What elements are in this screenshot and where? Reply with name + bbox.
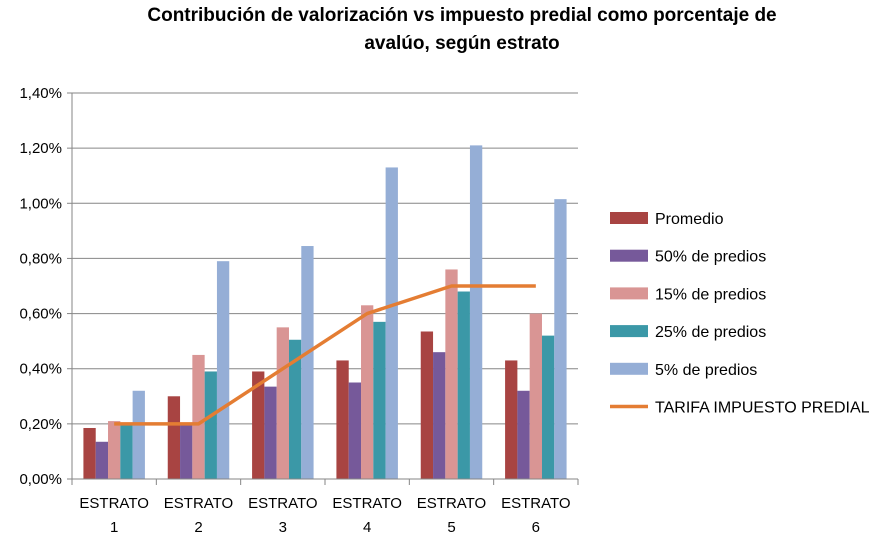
tariff-line-layer [114, 284, 536, 426]
bar [420, 331, 434, 479]
gridlines [72, 92, 578, 425]
bars [83, 145, 567, 479]
legend-swatch [610, 362, 648, 375]
bar [445, 269, 458, 479]
legend-label: 50% de predios [655, 249, 766, 266]
legend-swatch [610, 249, 648, 262]
x-tick-label: 1 [110, 519, 118, 536]
bar [216, 261, 230, 479]
legend: Promedio 50% de predios 15% de predios 25% … [610, 211, 870, 417]
bar [361, 305, 374, 479]
y-tick-label: 0,80% [19, 250, 62, 267]
y-tick-label: 1,00% [19, 195, 62, 212]
bar [433, 352, 446, 479]
x-tick-label: 6 [532, 519, 540, 536]
x-tick-label: ESTRATO [79, 495, 148, 512]
chart-title-line-1: Contribución de valorización vs impuesto… [147, 5, 776, 26]
x-tick-label: ESTRATO [332, 495, 401, 512]
x-tick-label: ESTRATO [501, 495, 570, 512]
legend-swatch [610, 212, 648, 224]
chart-title-line-2: avalúo, según estrato [364, 33, 559, 54]
bar [517, 390, 530, 479]
bar [264, 386, 277, 479]
legend-label: 5% de predios [655, 362, 757, 379]
bar [120, 423, 133, 479]
x-tick-label: 4 [363, 519, 371, 536]
bar [373, 321, 386, 479]
y-tick-label: 0,20% [19, 416, 62, 433]
bar [167, 396, 181, 479]
x-tick-label: 3 [279, 519, 287, 536]
y-tick-label: 1,20% [19, 140, 62, 157]
x-tick-label: 5 [447, 519, 455, 536]
x-axis-ticks: ESTRATO 1 ESTRATO 2 ESTRATO 3 ESTRATO 4 ESTRATO 5… [71, 479, 579, 536]
bar [276, 327, 289, 479]
y-tick-label: 1,40% [19, 85, 62, 102]
bar [554, 199, 567, 479]
legend-swatch [610, 287, 648, 300]
bar [457, 291, 470, 479]
bar [541, 335, 555, 479]
tariff-line [114, 284, 536, 426]
bar [336, 360, 349, 479]
bar [180, 423, 193, 479]
bar [132, 390, 145, 479]
bar [252, 371, 265, 479]
bar [505, 360, 518, 479]
legend-swatch [610, 325, 648, 338]
legend-label: Promedio [655, 211, 724, 228]
bar [301, 246, 314, 479]
y-tick-label: 0,00% [19, 471, 62, 488]
bar [288, 339, 302, 479]
bar [348, 382, 362, 479]
bar [83, 427, 96, 479]
y-tick-label: 0,60% [19, 306, 62, 323]
legend-label: 15% de predios [655, 286, 766, 303]
bar [529, 313, 542, 479]
bar [192, 354, 205, 479]
bar [385, 167, 398, 479]
legend-label: 25% de predios [655, 324, 766, 341]
bar [469, 145, 483, 479]
x-tick-label: ESTRATO [164, 495, 233, 512]
y-axis-ticks: 0,00% 0,20% 0,40% 0,60% 0,80% 1,00% 1,20% 1,40% [19, 85, 72, 488]
legend-label: TARIFA IMPUESTO PREDIAL [655, 400, 870, 417]
x-tick-label: ESTRATO [248, 495, 317, 512]
bar [95, 441, 109, 479]
bar [204, 371, 217, 479]
x-tick-label: 2 [194, 519, 202, 536]
x-tick-label: ESTRATO [417, 495, 486, 512]
bar [108, 421, 121, 479]
y-tick-label: 0,40% [19, 361, 62, 378]
